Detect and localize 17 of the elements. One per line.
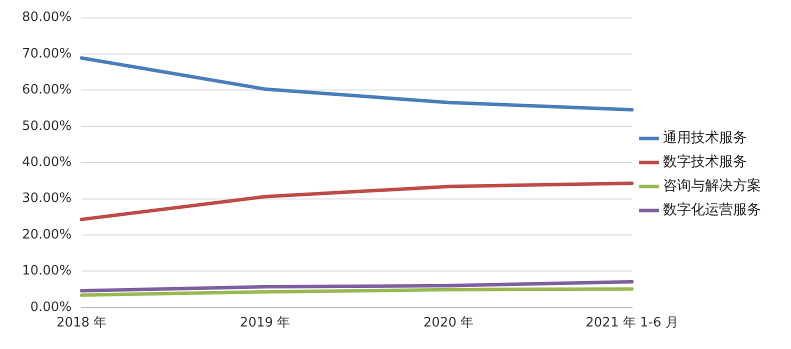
legend-label: 数字技术服务 (663, 154, 747, 170)
x-tick-label: 2019 年 (240, 316, 290, 331)
y-tick-label: 40.00% (22, 154, 72, 170)
y-tick-label: 60.00% (22, 82, 72, 98)
y-tick-label: 70.00% (22, 46, 72, 62)
legend-label: 咨询与解决方案 (663, 177, 761, 194)
legend-label: 通用技术服务 (663, 130, 747, 146)
y-tick-label: 0.00% (30, 300, 72, 315)
legend-label: 数字化运营服务 (663, 202, 761, 218)
y-tick-label: 10.00% (22, 264, 72, 279)
x-tick-label: 2021 年 1-6 月 (586, 316, 678, 331)
x-tick-label: 2018 年 (56, 316, 107, 331)
y-tick-label: 30.00% (22, 191, 72, 206)
y-tick-label: 80.00% (22, 10, 72, 26)
y-tick-label: 20.00% (22, 227, 72, 242)
y-tick-label: 50.00% (22, 118, 72, 134)
x-tick-label: 2020 年 (423, 316, 474, 331)
